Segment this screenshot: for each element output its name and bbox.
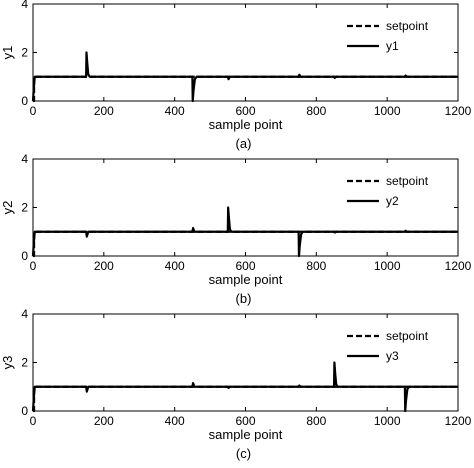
x-axis-label: sample point [209,427,283,442]
x-tick-label: 600 [235,104,255,118]
x-tick-label: 200 [94,414,114,428]
x-tick-label: 400 [165,259,185,273]
x-tick-label: 200 [94,104,114,118]
x-tick-label: 0 [30,259,37,273]
legend-label-y1: y1 [386,39,399,53]
y-axis-label: y1 [0,46,15,60]
plot-frame [32,3,459,102]
x-tick-label: 0 [30,414,37,428]
x-tick-label: 400 [165,104,185,118]
x-axis-label: sample point [209,117,283,132]
x-tick-label: 1000 [374,104,401,118]
x-tick-label: 200 [94,259,114,273]
y-tick-label: 2 [21,201,28,215]
x-tick-label: 0 [30,104,37,118]
x-tick-label: 800 [306,414,326,428]
legend-label-setpoint: setpoint [386,329,429,343]
x-tick-label: 600 [235,259,255,273]
x-tick-label: 1200 [445,414,472,428]
x-tick-label: 1200 [445,104,472,118]
subplot-c: 0 200 400 600 800 1000 1200 0 2 4 setpoint y3 sample… [0,307,472,461]
subplot-a: 0 200 400 600 800 1000 1200 0 2 4 setpoint y1 sample… [0,0,472,151]
plot-frame [32,158,459,257]
legend-label-setpoint: setpoint [386,19,429,33]
y-tick-label: 0 [21,404,28,418]
y-tick-label: 4 [21,152,28,166]
x-tick-label: 600 [235,414,255,428]
x-tick-label: 400 [165,414,185,428]
legend-label-y3: y3 [386,349,399,363]
x-tick-label: 1200 [445,259,472,273]
y-tick-label: 0 [21,94,28,108]
subplot-caption: (b) [236,291,252,306]
y-tick-label: 4 [21,0,28,11]
x-tick-label: 1000 [374,259,401,273]
subplot-caption: (c) [236,446,251,461]
y-tick-label: 2 [21,46,28,60]
subplot-b: 0 200 400 600 800 1000 1200 0 2 4 setpoint y2 sample… [0,152,472,306]
x-tick-label: 1000 [374,414,401,428]
y-tick-label: 0 [21,249,28,263]
legend-label-setpoint: setpoint [386,174,429,188]
subplot-caption: (a) [236,136,252,151]
y-tick-label: 4 [21,307,28,321]
legend-label-y2: y2 [386,194,399,208]
series-line-y2 [31,206,458,258]
y-axis-label: y3 [0,356,15,370]
y-axis-label: y2 [0,201,15,215]
series-line-y3 [31,361,458,413]
series-line-y1 [31,51,458,103]
y-tick-label: 2 [21,356,28,370]
x-tick-label: 800 [306,259,326,273]
x-tick-label: 800 [306,104,326,118]
x-axis-label: sample point [209,272,283,287]
plot-frame [32,313,459,412]
